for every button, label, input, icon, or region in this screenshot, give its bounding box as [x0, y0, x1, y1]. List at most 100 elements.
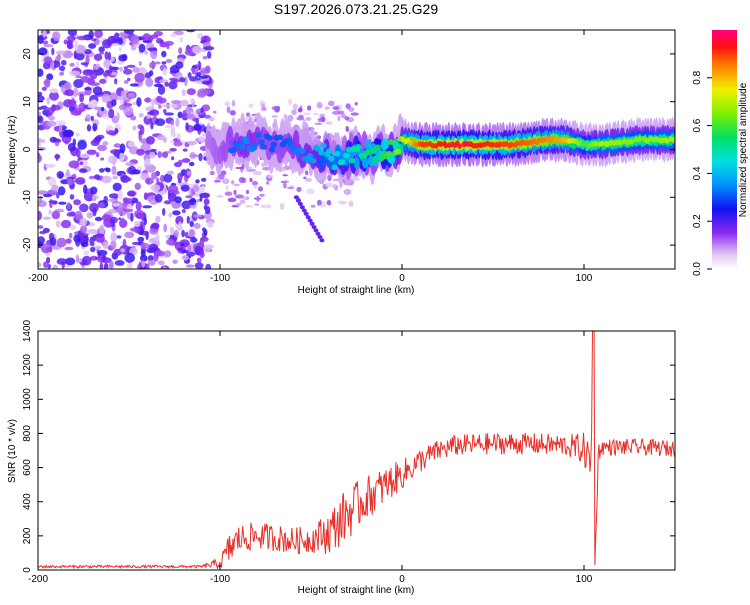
spectrogram-speckle [109, 216, 118, 224]
spectrogram-speckle [134, 72, 145, 83]
spectrogram-halo [348, 200, 354, 207]
spectrogram-speckle [170, 120, 175, 126]
spectrogram-speckle [86, 124, 92, 132]
spectrogram-halo [279, 203, 285, 210]
spectrogram-halo [252, 171, 262, 176]
spectrogram-halo [332, 184, 337, 189]
spectrogram-speckle [186, 251, 196, 257]
spectrogram-speckle [120, 248, 125, 253]
spectrogram-speckle [172, 210, 181, 216]
spectrogram-tail [311, 225, 317, 230]
spectrogram-speckle [44, 78, 51, 88]
spectrogram-speckle [132, 66, 140, 73]
spectrogram-halo [305, 117, 312, 121]
spectrogram-speckle [116, 235, 122, 239]
spectrogram-speckle [46, 120, 57, 127]
spectrogram-speckle [192, 45, 202, 55]
spectrogram-ridge-cell [343, 152, 350, 159]
spectrogram-speckle [55, 220, 61, 228]
spectrogram-speckle [195, 179, 200, 184]
spectrogram-ridge-cell [479, 142, 484, 149]
spectrogram-speckle [198, 153, 203, 162]
spectrogram-ridge-cell [536, 137, 542, 144]
spectrogram-image [38, 30, 675, 269]
spectrogram-speckle [89, 82, 101, 86]
spectrogram-halo [310, 204, 316, 208]
spectrogram-speckle [138, 61, 142, 66]
spectrogram-speckle [101, 175, 112, 184]
spectrogram-speckle [65, 257, 76, 266]
spectrogram-speckle [108, 155, 118, 164]
spectrogram-speckle [68, 232, 73, 239]
spectrogram-speckle [101, 93, 110, 103]
spectrogram-ridge-cell [385, 150, 393, 157]
spectrogram-speckle [143, 192, 148, 201]
spectrogram-halo [325, 182, 333, 188]
spectrogram-speckle [40, 244, 51, 248]
spectrogram-ridge-cell [251, 142, 258, 149]
spectrogram-halo [271, 106, 280, 110]
colorbar: 0.0 0.2 0.4 0.6 0.8 Normalized spectral ampl… [692, 30, 749, 276]
spectrogram-speckle [156, 177, 160, 184]
spectrogram-speckle [91, 197, 97, 202]
y-tick-label: -20 [22, 237, 33, 252]
spectrogram-ridge-cell [298, 148, 306, 155]
spectrogram-ridge-cell [491, 141, 496, 148]
colorbar-ticks: 0.0 0.2 0.4 0.6 0.8 [692, 70, 712, 276]
spectrogram-speckle [101, 257, 112, 264]
spectrogram-speckle [136, 97, 142, 107]
spectrogram-speckle [88, 30, 94, 39]
spectrogram-ridge-cell [276, 134, 284, 141]
spectrogram-tail [295, 198, 301, 203]
spectrogram-speckle [69, 224, 77, 230]
spectrogram-speckle [90, 115, 95, 121]
colorbar-tick-label: 0.6 [692, 118, 703, 132]
spectrogram-speckle [75, 75, 82, 79]
spectrogram-speckle [126, 77, 131, 82]
spectrogram-ridge-cell [374, 144, 381, 151]
spectrogram-ridge-cell [599, 140, 605, 147]
spectrogram-speckle [38, 115, 44, 124]
spectrogram-halo [245, 189, 250, 195]
spectrogram-speckle [103, 72, 109, 77]
spectrogram-speckle [137, 236, 145, 243]
spectrogram-halo [348, 116, 352, 121]
spectrogram-speckle [189, 154, 200, 158]
spectrogram-speckle [111, 99, 117, 107]
spectrogram-speckle [156, 134, 166, 141]
spectrogram-ridge-cell [268, 146, 276, 153]
spectrogram-speckle [170, 33, 177, 38]
spectrogram-speckle [198, 75, 209, 79]
spectrogram-ridge-cell [333, 150, 341, 157]
spectrogram-ridge-cell [326, 148, 333, 155]
spectrogram-speckle [67, 30, 77, 36]
spectrogram-ridge-cell [629, 139, 634, 145]
spectrogram-speckle [195, 108, 206, 115]
spectrogram-speckle [187, 244, 192, 253]
x-tick-label: -100 [210, 574, 230, 585]
spectrogram-speckle [112, 182, 122, 192]
spectrogram-halo [253, 184, 257, 189]
spectrogram-speckle [150, 49, 158, 60]
spectrogram-speckle [157, 97, 167, 104]
spectrogram-halo [282, 182, 287, 189]
spectrogram-halo [304, 177, 312, 182]
spectrogram-speckle [38, 111, 42, 117]
spectrogram-speckle [48, 209, 53, 215]
spectrogram-speckle [200, 88, 212, 95]
spectrogram-speckle [99, 78, 107, 84]
spectrogram-ridge-cell [290, 145, 297, 152]
spectrogram-halo [303, 176, 307, 180]
spectrogram-speckle [166, 170, 175, 175]
spectrogram-speckle [116, 95, 122, 101]
spectrogram-speckle [108, 260, 114, 269]
spectrogram-ridge-cell [424, 141, 429, 148]
spectrogram-speckle [77, 35, 88, 41]
spectrogram-speckle [60, 84, 66, 93]
spectrogram-speckle [161, 151, 169, 158]
spectrogram-speckle [138, 43, 146, 53]
spectrogram-speckle [79, 217, 88, 227]
spectrogram-ridge-cell [408, 139, 413, 146]
spectrogram-speckle [69, 194, 75, 200]
spectrogram-speckle [203, 244, 212, 253]
